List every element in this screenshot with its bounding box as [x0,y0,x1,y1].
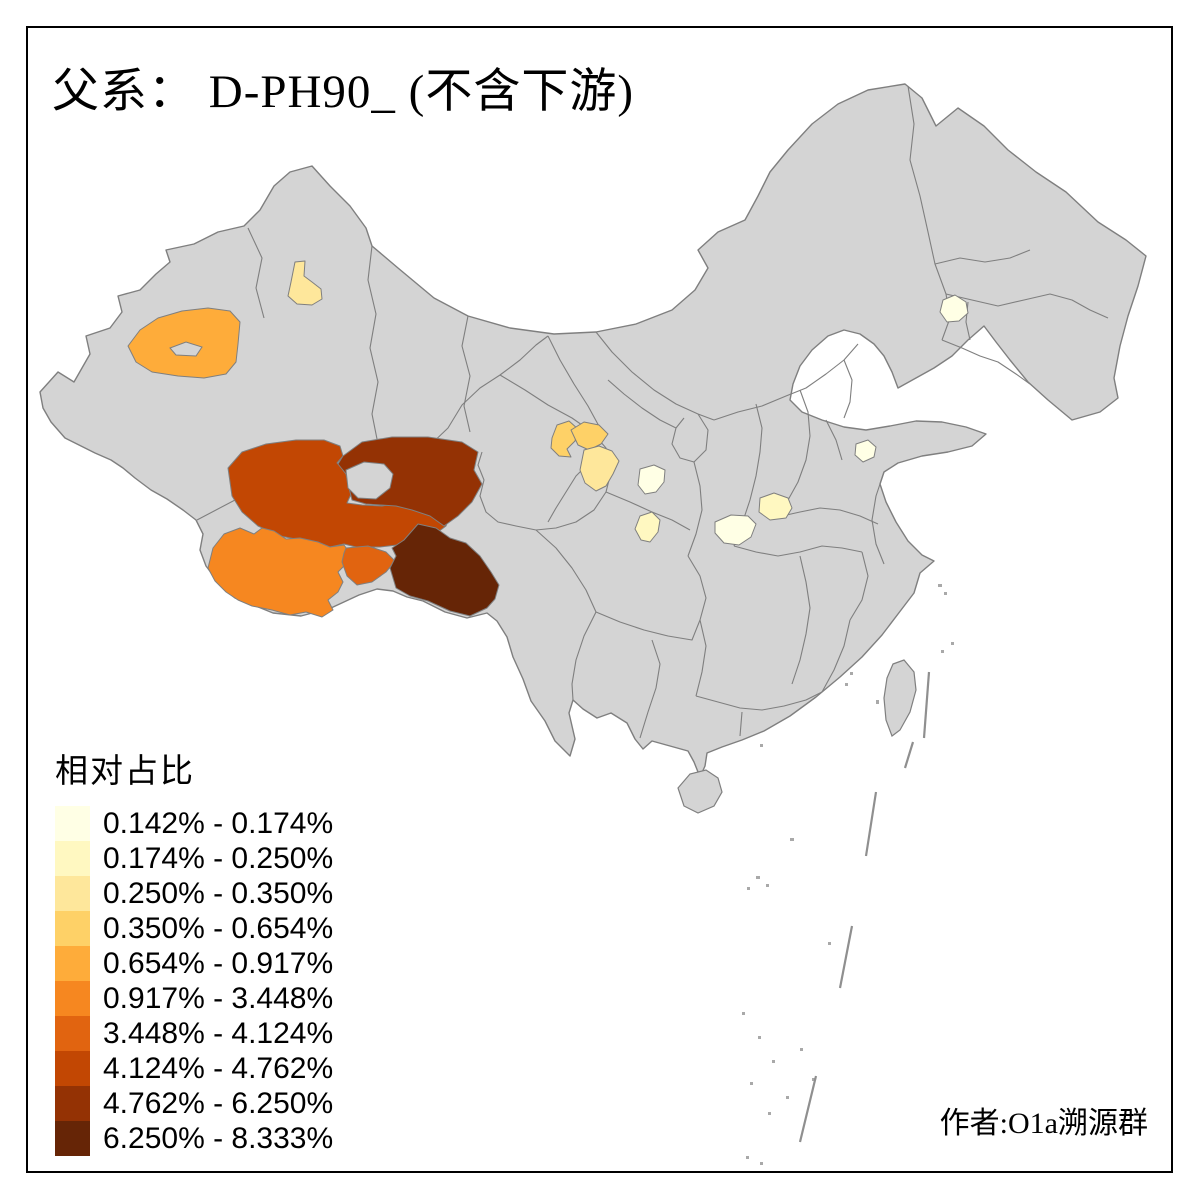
region-nanyang-henan [758,492,793,521]
legend-row: 0.654% - 0.917% [55,946,333,981]
legend-swatch [55,806,90,841]
region-west-shaanxi [637,464,666,495]
sea-boundary-dashes [798,671,931,1143]
region-south-gansu [579,445,620,492]
legend-row: 6.250% - 8.333% [55,1121,333,1156]
legend-range-label: 4.762% - 6.250% [103,1086,334,1120]
legend-row: 4.124% - 4.762% [55,1051,333,1086]
legend-swatch [55,1016,90,1051]
highlighted-regions [127,260,969,618]
legend-range-label: 3.448% - 4.124% [103,1016,334,1050]
legend-row: 0.174% - 0.250% [55,841,333,876]
islands [677,584,954,1165]
tanggula-enclave [345,461,394,500]
legend-swatch [55,841,90,876]
aksu-enclave [169,341,203,357]
region-lhasa [341,545,396,586]
legend-swatch [55,946,90,981]
legend-swatch [55,876,90,911]
legend-swatch [55,981,90,1016]
legend-range-label: 0.350% - 0.654% [103,911,334,945]
region-gannan-gansu [570,421,609,451]
region-central-shandong [854,439,877,463]
legend-range-label: 0.174% - 0.250% [103,841,334,875]
region-ngari-shigatse [207,527,351,618]
legend-row: 0.350% - 0.654% [55,911,333,946]
region-shannan-nyingchi [389,523,500,617]
legend: 相对占比 0.142% - 0.174% 0.174% - 0.250% 0.250… [55,744,333,1156]
plot-frame [26,26,1173,1173]
region-north-xinjiang [287,260,323,306]
attribution-text: 作者:O1a溯源群 [939,1107,1148,1140]
legend-row: 0.142% - 0.174% [55,806,333,841]
legend-range-label: 0.917% - 3.448% [103,981,334,1015]
legend-rows: 0.142% - 0.174% 0.174% - 0.250% 0.250% - 0… [55,806,333,1156]
hainan-island [677,769,723,814]
legend-range-label: 4.124% - 4.762% [103,1051,334,1085]
legend-range-label: 0.250% - 0.350% [103,876,334,910]
legend-swatch [55,1086,90,1121]
page-title: 父系： D-PH90_ (不含下游) [52,66,634,118]
region-xiangyang-hubei [714,514,757,546]
legend-range-label: 0.654% - 0.917% [103,946,334,980]
legend-range-label: 0.142% - 0.174% [103,806,334,840]
legend-title: 相对占比 [55,754,195,790]
legend-swatch [55,1121,90,1156]
region-hanzhong-shaanxi [634,511,661,543]
legend-row: 3.448% - 4.124% [55,1016,333,1051]
taiwan-island [883,659,917,737]
legend-swatch [55,1051,90,1086]
legend-range-label: 6.250% - 8.333% [103,1121,334,1155]
region-central-jilin [939,294,969,323]
legend-row: 0.917% - 3.448% [55,981,333,1016]
legend-swatch [55,911,90,946]
legend-row: 0.250% - 0.350% [55,876,333,911]
legend-row: 4.762% - 6.250% [55,1086,333,1121]
